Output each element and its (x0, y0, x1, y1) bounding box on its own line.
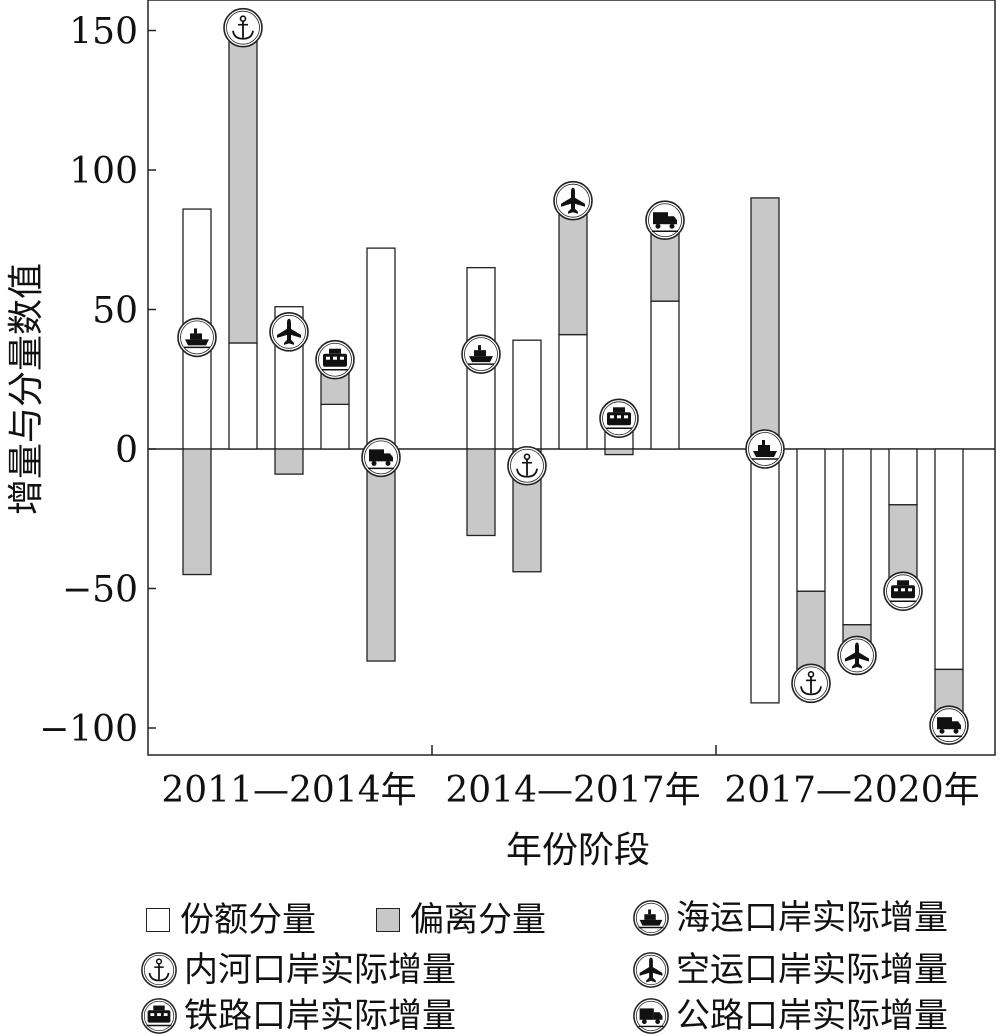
bar-deviation-component (228, 27, 258, 344)
legend-label-deviation: 偏离分量 (410, 900, 546, 940)
bar-share-component (512, 339, 542, 450)
legend-label-rail: 铁路口岸实际增量 (184, 996, 456, 1036)
bar-deviation-component (796, 590, 826, 676)
legend-label-air: 空运口岸实际增量 (676, 950, 948, 990)
actual-marker-ship-icon (745, 429, 785, 469)
ship-icon (632, 899, 670, 937)
bar-deviation-component (366, 448, 396, 662)
bar-share-component (750, 448, 780, 704)
actual-marker-airplane-icon (269, 312, 309, 352)
actual-marker-train-icon (883, 571, 923, 612)
anchor-icon (140, 951, 178, 989)
legend-item-share: 份额分量 (146, 900, 316, 940)
actual-marker-truck-icon (645, 200, 685, 241)
bar-deviation-component (274, 448, 304, 475)
bar-deviation-component (558, 200, 588, 336)
truck-icon (632, 997, 670, 1035)
actual-marker-ship-icon (461, 334, 501, 374)
legend-swatch-share (146, 908, 170, 932)
actual-marker-truck-icon (361, 437, 401, 478)
bar-share-component (366, 247, 396, 450)
y-tick-label: −100 (39, 709, 138, 750)
y-tick-label: 0 (115, 430, 138, 471)
x-tick-label: 2014—2017年 (445, 770, 700, 811)
x-axis-title: 年份阶段 (506, 830, 650, 871)
legend-label-sea: 海运口岸实际增量 (676, 898, 948, 938)
bar-share-component (228, 342, 258, 450)
airplane-icon (632, 951, 670, 989)
y-tick-label: 100 (69, 151, 138, 192)
actual-marker-train-icon (599, 398, 639, 439)
bar-deviation-component (604, 448, 634, 456)
x-tick-label: 2017—2020年 (724, 770, 979, 811)
x-tick-label: 2011—2014年 (161, 770, 416, 811)
actual-marker-airplane-icon (553, 180, 593, 221)
actual-marker-truck-icon (929, 705, 969, 746)
legend-item-rail: 铁路口岸实际增量 (140, 996, 456, 1036)
y-tick-label: 50 (92, 291, 138, 332)
legend-label-share: 份额分量 (180, 900, 316, 940)
bar-share-component (558, 333, 588, 450)
plot-frame (147, 0, 996, 756)
y-axis-title: 增量与分量数值 (6, 263, 47, 515)
legend-label-road: 公路口岸实际增量 (676, 996, 948, 1036)
y-tick-label: −50 (62, 570, 138, 611)
bar-share-component (650, 300, 680, 450)
bar-share-component (796, 448, 826, 592)
actual-marker-anchor-icon (791, 663, 831, 704)
actual-marker-ship-icon (177, 317, 217, 358)
bar-deviation-component (182, 448, 212, 576)
bar-share-component (842, 448, 872, 626)
actual-marker-anchor-icon (223, 7, 263, 48)
legend-item-sea: 海运口岸实际增量 (632, 898, 948, 938)
bar-deviation-component (466, 448, 496, 537)
bar-share-component (320, 403, 350, 450)
actual-marker-anchor-icon (507, 445, 547, 486)
bar-share-component (934, 448, 964, 671)
legend-label-river: 内河口岸实际增量 (184, 950, 456, 990)
legend-item-river: 内河口岸实际增量 (140, 950, 456, 990)
actual-marker-airplane-icon (837, 635, 877, 676)
y-tick-label: 150 (69, 12, 138, 53)
chart: 150 100 50 0 −50 −100 2011—2014年 2014—2017年 2017… (6, 0, 996, 871)
legend-item-air: 空运口岸实际增量 (632, 950, 948, 990)
legend-item-road: 公路口岸实际增量 (632, 996, 948, 1036)
legend-swatch-deviation (376, 908, 400, 932)
bar-share-component (888, 448, 918, 506)
actual-marker-train-icon (315, 339, 355, 380)
legend-item-deviation: 偏离分量 (376, 900, 546, 940)
bar-deviation-component (750, 197, 780, 450)
train-icon (140, 997, 178, 1035)
